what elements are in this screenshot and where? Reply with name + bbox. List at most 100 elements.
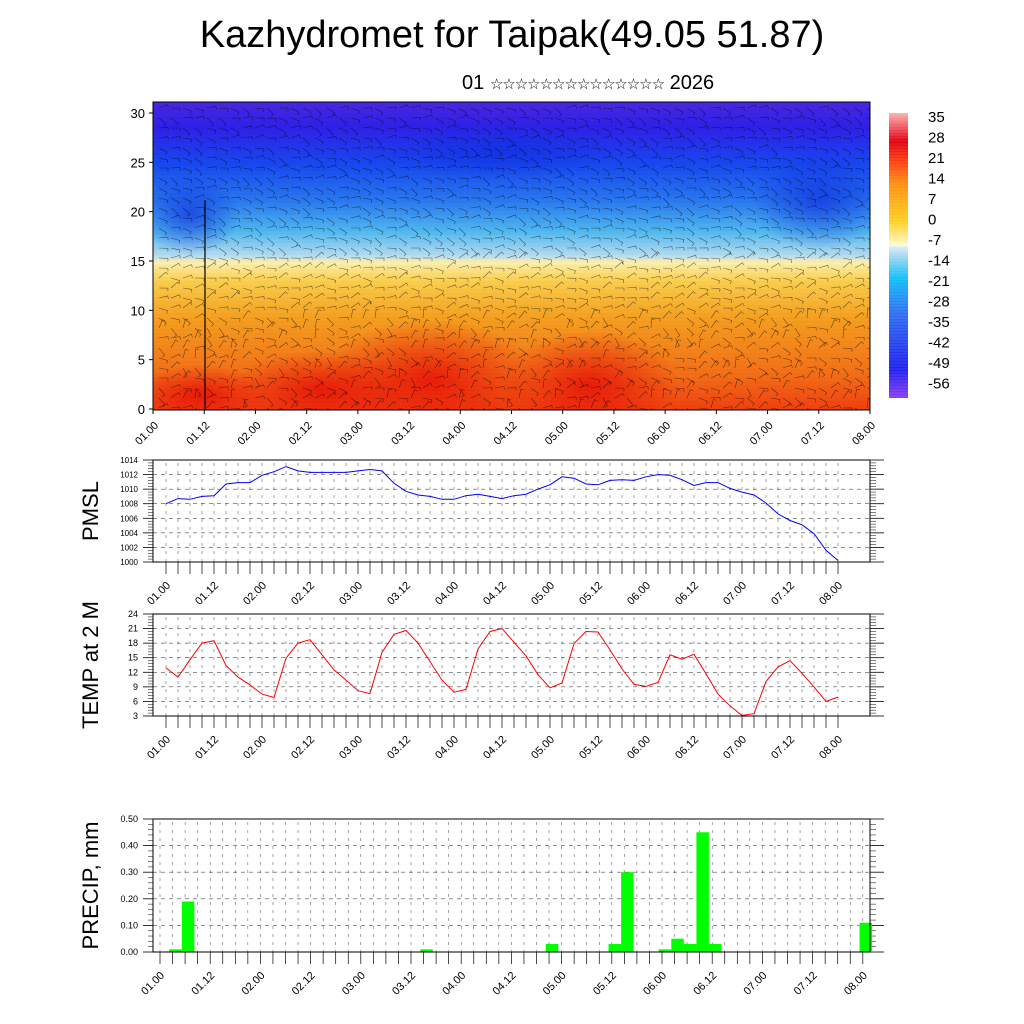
wind-barb [794,146,805,150]
colorbar-label: 21 [928,150,945,167]
wind-barb [626,177,635,186]
wind-barb [674,311,684,319]
wind-barb [794,237,803,246]
wind-barb [746,341,757,349]
x-tick-label: 06.00 [625,580,653,608]
wind-barb [458,207,468,215]
wind-barb [722,226,733,231]
temp-line [165,628,839,717]
wind-barb [182,297,193,304]
wind-barb [722,287,732,295]
y-tick-label: 5 [138,353,145,368]
wind-barb [530,207,540,215]
wind-barb [746,331,757,339]
wind-barb [674,187,683,196]
wind-barb [458,107,467,116]
wind-barb [194,257,205,262]
wind-barb [434,254,445,259]
wind-barb [518,116,529,121]
wind-barb [746,237,756,245]
wind-barb [266,267,277,272]
wind-barb [626,272,637,279]
wind-barb [170,361,180,369]
wind-barb [254,317,264,325]
wind-barb [602,107,613,112]
wind-barb [662,267,673,273]
wind-barb [770,294,781,299]
wind-barb [554,197,564,205]
wind-barb [782,397,791,406]
wind-barb [410,157,420,165]
wind-barb [638,307,649,314]
wind-barb [422,214,433,219]
wind-barb [398,257,409,263]
wind-barb [734,378,741,389]
wind-barb [650,206,661,210]
pmsl-frame [152,459,871,563]
wind-barb [770,107,779,116]
wind-barb [782,237,793,241]
wind-barb [302,262,313,269]
wind-barb [350,167,360,174]
wind-barb [230,369,238,379]
wind-barb [578,214,589,219]
wind-barb [554,186,565,191]
wind-barb [758,157,769,163]
wind-barb [422,277,433,284]
wind-barb [302,115,313,120]
wind-barb [638,107,649,113]
wind-barb [326,206,337,211]
x-tick-label: 06.12 [691,970,719,998]
x-tick-label: 04.12 [491,970,519,998]
wind-barb [566,117,577,123]
wind-barb [446,217,456,225]
wind-barb [686,262,697,269]
wind-barb [254,155,265,159]
wind-barb [638,277,649,283]
wind-barb [494,195,505,199]
wind-barb [482,154,493,159]
wind-barb [266,217,276,226]
wind-barb [410,105,421,109]
wind-barb [806,335,817,340]
wind-barb [170,157,181,163]
wind-barb [458,340,468,349]
wind-barb [710,217,721,223]
wind-barb [494,204,505,209]
wind-barb [351,227,361,232]
colorbar-label: -49 [928,355,950,372]
wind-barb [434,397,444,406]
wind-barb [626,342,637,349]
wind-barb [866,157,870,162]
wind-barb [434,217,445,224]
wind-barb [398,379,406,389]
wind-barb [710,116,721,121]
wind-barb [770,341,781,349]
wind-barb [770,217,780,226]
wind-barb [470,297,480,304]
wind-barb [578,197,587,206]
wind-barb [302,376,313,380]
wind-barb [362,247,372,256]
subtitle-day: 01 [462,72,485,94]
wind-barb [350,247,359,257]
wind-barb [614,147,623,156]
wind-barb [626,321,636,329]
wind-barb [698,302,709,309]
wind-barb [818,277,829,282]
wind-barb [362,399,371,409]
wind-barb [386,106,397,111]
wind-barb [554,117,564,124]
wind-barb [530,397,538,408]
wind-barb [794,177,803,186]
wind-barb [158,177,168,186]
wind-barb [386,317,394,328]
wind-barb [518,227,527,236]
wind-barb [266,353,277,359]
wind-barb [782,347,791,356]
wind-barb [758,312,769,319]
colorbar [889,113,908,398]
wind-barb [158,117,167,127]
wind-barb [326,114,337,119]
wind-barb [470,247,478,257]
